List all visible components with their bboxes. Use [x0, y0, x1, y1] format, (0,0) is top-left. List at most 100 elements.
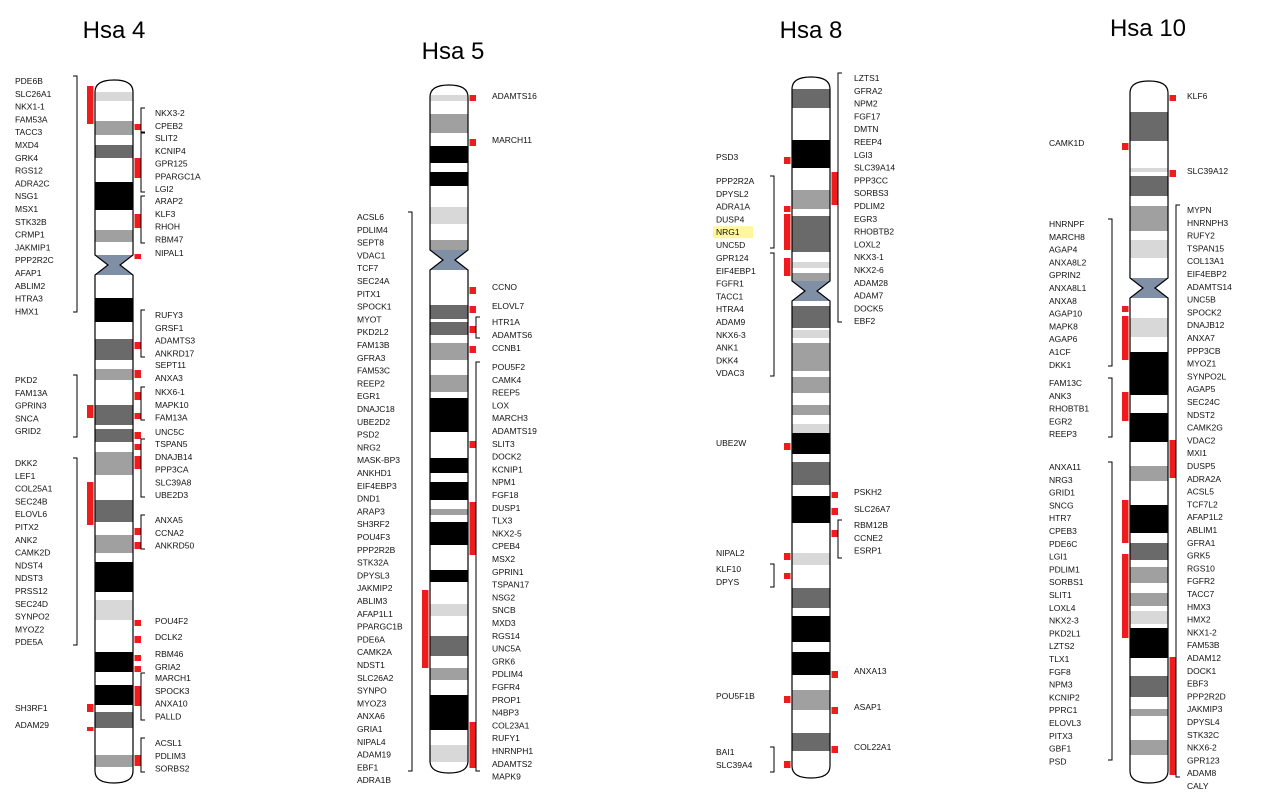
- hsa8-mark-left-2: [784, 214, 791, 250]
- hsa4-band-15: [95, 652, 133, 672]
- hsa4-gene-label: PDLIM3: [155, 751, 186, 761]
- hsa10-gene-label: JAKMIP3: [1187, 704, 1223, 714]
- hsa4-mark-right-13: [134, 432, 141, 439]
- hsa10-gene-label: ANXA8L1: [1049, 283, 1087, 293]
- hsa10-gene-label: LZTS2: [1049, 641, 1075, 651]
- hsa5-band-6: [430, 305, 468, 319]
- hsa5-gene-label: ANKHD1: [357, 468, 392, 478]
- hsa4-mark-right-9: [134, 342, 141, 349]
- hsa10-gene-label: REEP3: [1049, 429, 1077, 439]
- hsa10-mark-left-3: [1122, 392, 1129, 421]
- hsa5-gene-label: SH3RF2: [357, 519, 390, 529]
- hsa5-gene-label: REEP5: [492, 388, 520, 398]
- hsa4-gene-label: RUFY3: [155, 310, 183, 320]
- hsa5-gene-label: NIPAL4: [357, 737, 386, 747]
- hsa4-mark-right-7: [134, 214, 141, 228]
- hsa8-band-7: [792, 330, 830, 338]
- hsa4-band-10: [95, 452, 133, 475]
- hsa10-gene-label: CAMK1D: [1049, 138, 1084, 148]
- hsa10-gene-label: PPP2R2D: [1187, 691, 1226, 701]
- hsa10-centromere-upper: [1130, 278, 1168, 288]
- hsa8-mark-left-1: [784, 206, 791, 212]
- hsa5-gene-label: GFRA3: [357, 353, 386, 363]
- hsa5-gene-label: TLX3: [492, 516, 513, 526]
- hsa10-gene-label: DKK1: [1049, 360, 1071, 370]
- hsa10-mark-right-9: [1169, 657, 1176, 775]
- hsa5-band-5: [430, 240, 468, 253]
- hsa4-mark-right-12: [134, 413, 141, 419]
- hsa8-gene-label: ADRA1A: [716, 202, 750, 212]
- hsa4-gene-label: MSX1: [15, 204, 38, 214]
- hsa8-gene-label: BAI1: [716, 747, 735, 757]
- hsa4-mark-right-20: [134, 655, 141, 661]
- hsa10-gene-label: UNC5B: [1187, 295, 1216, 305]
- hsa5-gene-label: SLIT3: [492, 439, 515, 449]
- hsa5-gene-label: PDLIM4: [357, 225, 388, 235]
- hsa8-gene-label: GPR124: [716, 253, 749, 263]
- hsa8-gene-label: NKX3-1: [854, 252, 884, 262]
- hsa5-gene-label: MARCH3: [492, 413, 528, 423]
- hsa4-gene-label: ANXA5: [155, 515, 183, 525]
- hsa8-band-19: [792, 690, 830, 710]
- hsa10-gene-label: EGR2: [1049, 416, 1072, 426]
- hsa5-band-20: [430, 745, 468, 762]
- hsa5-group: Hsa 5 ACSL6 PDLIM4 SEPT8 VDAC1 TCF7 SEC24A PITX…: [357, 38, 537, 785]
- hsa10-mark-right-6: [1169, 95, 1176, 101]
- hsa5-gene-label: MSX2: [492, 554, 515, 564]
- hsa4-band-6: [95, 339, 133, 360]
- hsa10-gene-label: VDAC2: [1187, 435, 1216, 445]
- hsa10-gene-label: SEC24C: [1187, 397, 1220, 407]
- hsa8-bracket-left-1: [770, 252, 775, 377]
- hsa8-gene-label: DPYSL2: [716, 189, 749, 199]
- hsa5-gene-label: ADRA1B: [357, 775, 391, 785]
- hsa4-mark-right-23: [134, 755, 141, 766]
- hsa5-gene-label: ANXA6: [357, 711, 385, 721]
- hsa4-gene-label: NIPAL1: [155, 248, 184, 258]
- hsa5-band-18: [430, 668, 468, 680]
- hsa4-band-0: [95, 92, 133, 101]
- hsa5-band-17: [430, 636, 468, 656]
- hsa4-group: Hsa 4 PDE6B SLC26A1 NKX1-1 FAM53A TACC3 MXD4 GR…: [15, 17, 201, 784]
- hsa5-gene-label: MASK-BP3: [357, 455, 400, 465]
- hsa4-mark-right-21: [134, 666, 141, 672]
- hsa4-band-11: [95, 500, 133, 522]
- hsa4-mark-right-10: [134, 370, 141, 378]
- hsa4-gene-label: SLC26A1: [15, 89, 52, 99]
- hsa8-gene-label: POU5F1B: [716, 691, 755, 701]
- hsa8-band-0: [792, 89, 830, 108]
- hsa5-mark-right-2: [469, 139, 476, 146]
- hsa5-gene-label: TCF7: [357, 263, 379, 273]
- hsa10-gene-label: PITX3: [1049, 731, 1073, 741]
- hsa5-gene-label: COL23A1: [492, 720, 530, 730]
- hsa10-gene-label: HMX2: [1187, 615, 1211, 625]
- hsa10-gene-label: FAM13C: [1049, 378, 1082, 388]
- hsa8-bracket-right-0: [837, 72, 842, 323]
- hsa4-gene-label: KCNIP4: [155, 146, 186, 156]
- hsa10-band-8: [1130, 466, 1168, 481]
- hsa10-group: Hsa 10 CAMK1D HNRNPF MARCH8 AGAP4 ANXA8L2 GPRI…: [1049, 15, 1232, 791]
- hsa4-band-4: [95, 230, 133, 242]
- hsa4-gene-label: PITX2: [15, 522, 39, 532]
- hsa10-gene-label: RGS10: [1187, 563, 1215, 573]
- hsa10-gene-label: ANK3: [1049, 391, 1071, 401]
- hsa5-band-1: [430, 114, 468, 133]
- hsa5-band-9: [430, 375, 468, 392]
- hsa4-gene-label: MXD4: [15, 140, 39, 150]
- hsa4-gene-label: COL25A1: [15, 484, 53, 494]
- hsa5-gene-label: NKX2-5: [492, 528, 522, 538]
- hsa5-gene-label: JAKMIP2: [357, 583, 393, 593]
- hsa10-gene-label: DUSP5: [1187, 461, 1216, 471]
- hsa5-gene-label: PITX1: [357, 289, 381, 299]
- hsa4-gene-label: PALLD: [155, 711, 181, 721]
- hsa10-gene-label: SLC39A12: [1187, 166, 1228, 176]
- hsa10-gene-label: LOXL4: [1049, 603, 1076, 613]
- hsa8-gene-label: RHOBTB2: [854, 227, 894, 237]
- hsa10-band-5: [1130, 318, 1168, 337]
- hsa5-gene-label: CCNO: [492, 282, 517, 292]
- hsa5-band-13: [430, 509, 468, 515]
- hsa8-mark-right-10: [831, 492, 838, 498]
- hsa8-gene-label: EIF4EBP1: [716, 266, 756, 276]
- hsa4-gene-label: GPRIN3: [15, 401, 47, 411]
- hsa8-band-20: [792, 733, 830, 751]
- hsa5-gene-label: VDAC1: [357, 250, 386, 260]
